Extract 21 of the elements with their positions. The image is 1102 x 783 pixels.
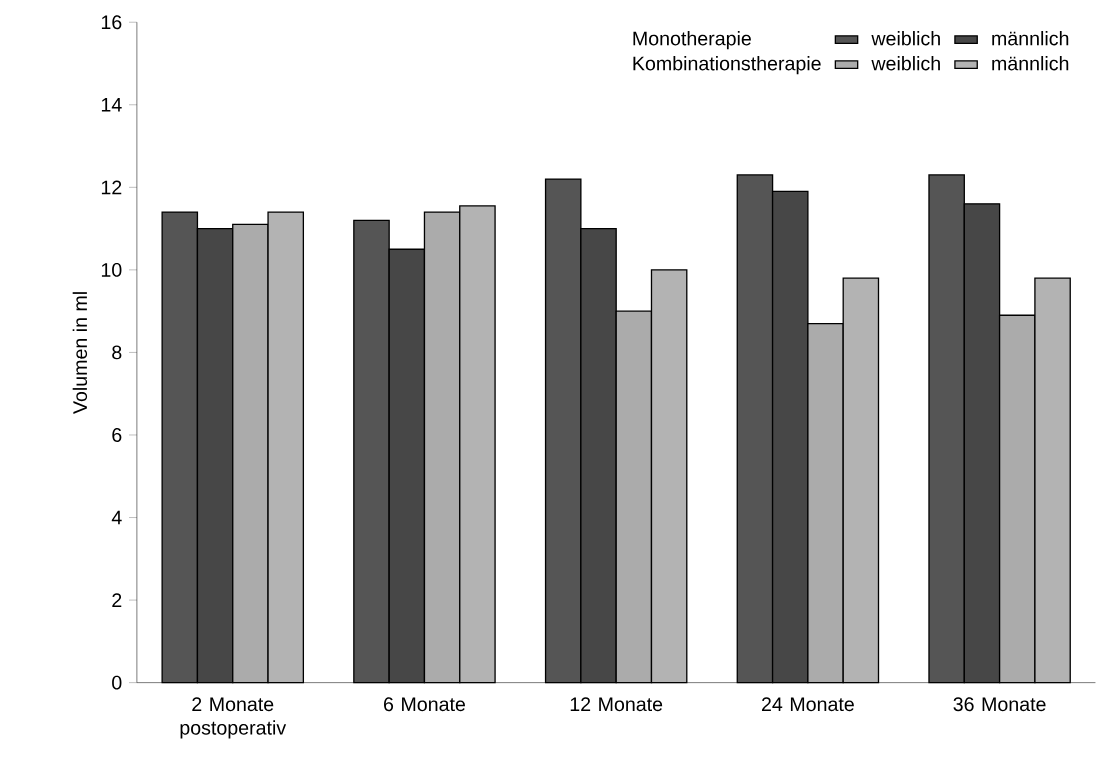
legend-label: männlich — [992, 55, 1069, 71]
y-tick-label: 2 — [112, 593, 122, 607]
y-tick-label: 14 — [101, 97, 122, 112]
legend-label: weiblich — [871, 30, 940, 46]
y-tick-label: 16 — [101, 15, 122, 29]
y-tick-label: 10 — [101, 262, 122, 277]
x-tick-label: 12 Monate — [570, 697, 663, 712]
y-axis-title: Volumen in ml — [72, 292, 88, 414]
x-tick-label: 24 Monate — [761, 697, 854, 712]
annotation: Kombinationstherapie — [633, 55, 821, 75]
y-tick-label: 6 — [112, 427, 122, 442]
y-tick-label: 0 — [112, 675, 122, 690]
y-tick-label: 8 — [112, 345, 122, 360]
legend-label: weiblich — [871, 55, 940, 71]
y-tick-label: 12 — [101, 180, 122, 195]
x-tick-label: 2 Monate postoperativ — [180, 697, 287, 739]
x-tick-label: 6 Monate — [384, 697, 465, 712]
annotation: Monotherapie — [633, 30, 751, 50]
legend-label: männlich — [992, 30, 1069, 46]
y-tick-label: 4 — [111, 510, 122, 525]
x-tick-label: 36 Monate — [953, 697, 1046, 712]
